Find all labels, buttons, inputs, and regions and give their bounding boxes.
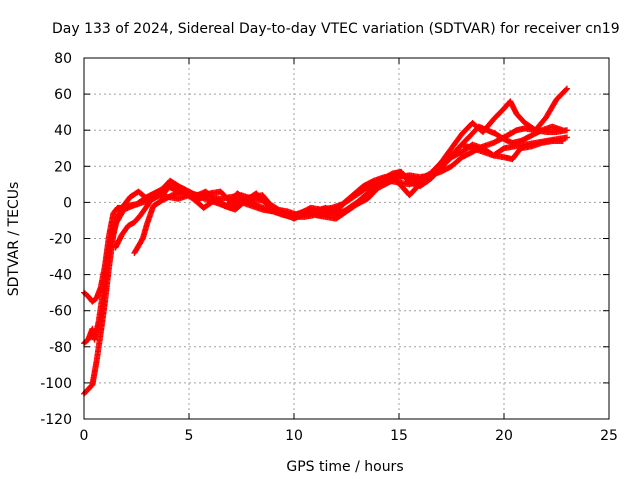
y-tick-label: -120 [40,412,72,428]
data-point [564,127,570,134]
data-point [564,134,570,141]
y-tick-label: 80 [54,51,72,67]
data-series [81,85,570,397]
y-tick-label: -100 [40,376,72,392]
grid-lines [84,58,609,419]
y-tick-label: -20 [49,232,72,248]
y-tick-label: -80 [49,340,72,356]
data-point [564,85,570,92]
y-tick-label: 60 [54,87,72,103]
y-tick-label: -40 [49,268,72,284]
x-axis-label: GPS time / hours [286,459,403,475]
x-tick-label: 15 [390,428,408,444]
x-tick-label: 5 [185,428,194,444]
x-tick-label: 25 [600,428,618,444]
data-point [559,138,566,145]
axis-ticks: 0 5 10 15 20 25 -120 -100 -80 -60 -40 -20 0 20 40 60 80 [40,51,618,444]
series-track-4 [112,125,570,251]
x-tick-label: 0 [80,428,89,444]
chart-title: Day 133 of 2024, Sidereal Day-to-day VTE… [52,21,620,37]
y-axis-label: SDTVAR / TECUs [6,182,22,297]
x-tick-label: 20 [495,428,513,444]
x-tick-label: 10 [285,428,303,444]
series-track-1 [81,134,570,397]
plot-frame [83,57,610,420]
data-point [563,86,570,93]
y-tick-label: -60 [49,304,72,320]
y-tick-label: 40 [54,123,72,139]
series-track-5 [131,138,566,256]
y-tick-label: 0 [63,195,72,211]
y-tick-label: 20 [54,159,72,175]
